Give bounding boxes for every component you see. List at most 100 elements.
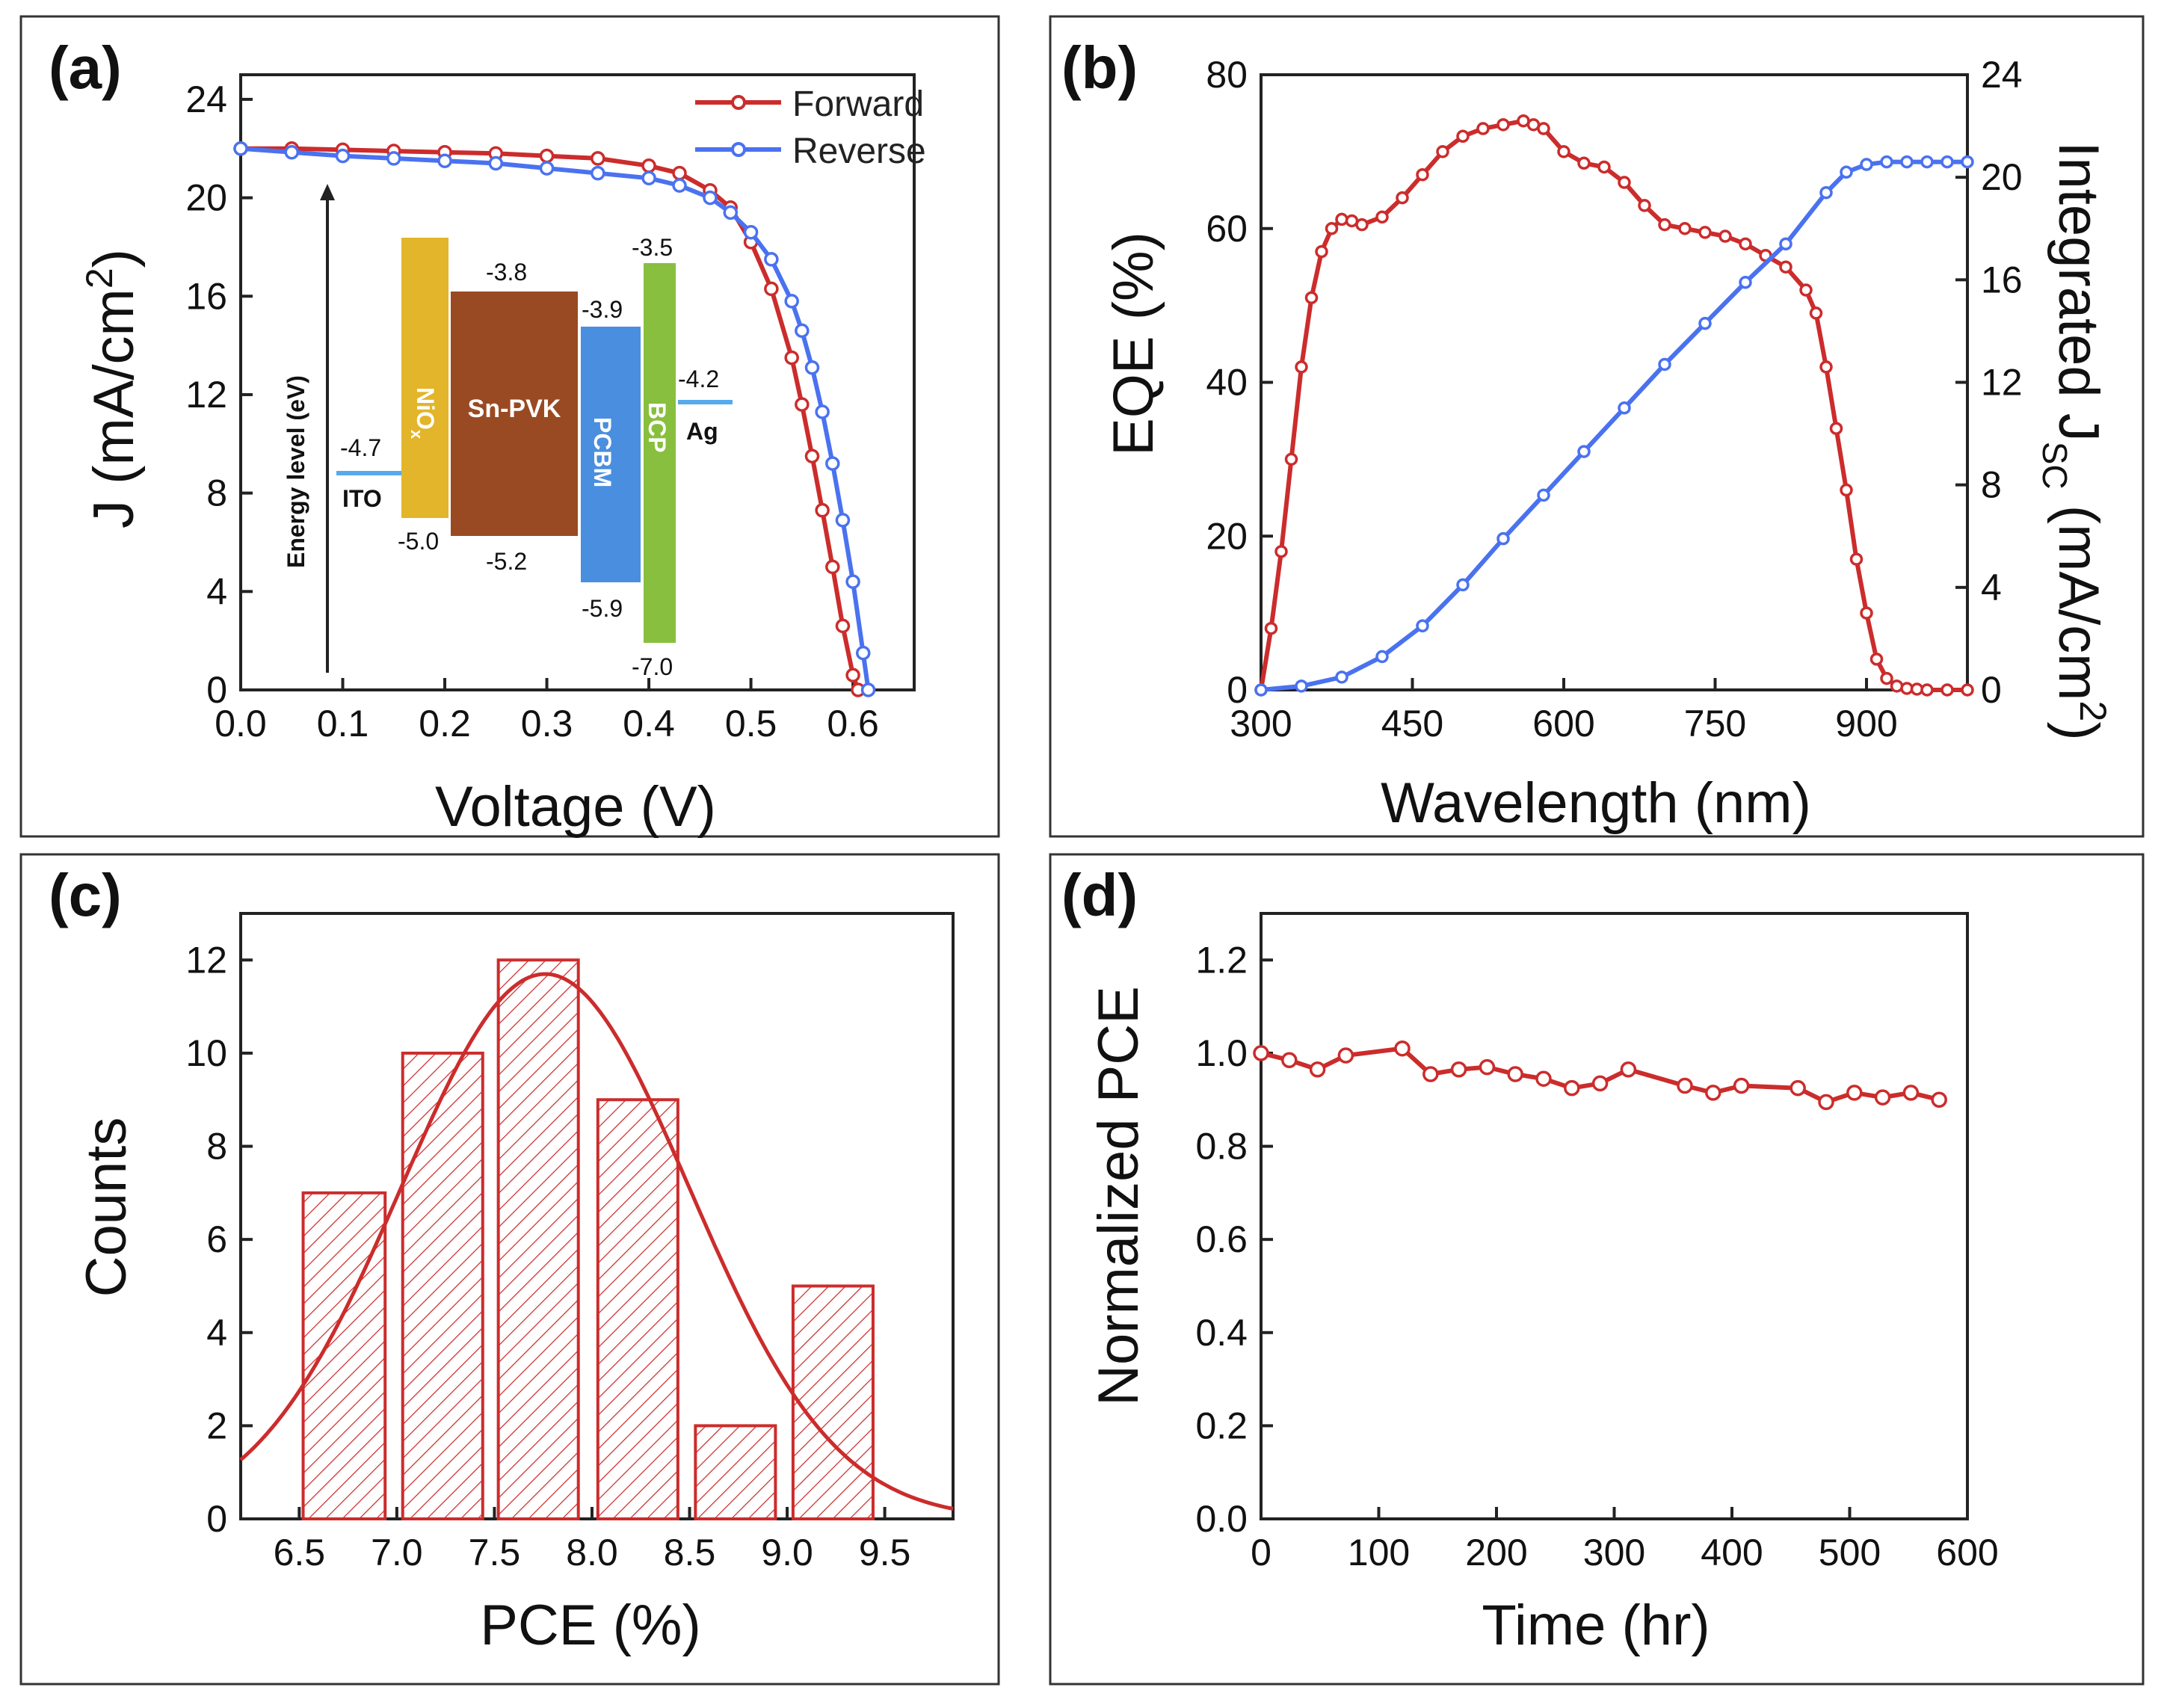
x-tick-label: 9.0 xyxy=(761,1532,813,1573)
panel-b-y-title: EQE (%) xyxy=(1102,232,1165,456)
eqe-point xyxy=(1840,483,1853,497)
forward-point xyxy=(764,281,779,297)
eqe-point xyxy=(1819,360,1833,374)
eqe-point xyxy=(1860,606,1873,620)
panel-a-x-title: Voltage (V) xyxy=(435,775,716,839)
eqe-point xyxy=(1416,167,1429,182)
y-tick-label: 40 xyxy=(1206,362,1248,404)
legend-reverse-label: Reverse xyxy=(792,132,926,171)
y-tick-label: 8 xyxy=(206,472,227,514)
eqe-point xyxy=(1355,218,1369,232)
histogram-bar xyxy=(596,1098,679,1520)
panel-d-stability: (d) 0 100 200 300 400 500 600 0.0 0.2 0.4 0.6 0.8 1.… xyxy=(1049,853,2145,1686)
x-tick-label: 0 xyxy=(1251,1532,1271,1573)
integrated-jsc-point xyxy=(1335,670,1348,684)
y-tick-label: 4 xyxy=(206,570,227,612)
legend-forward-marker xyxy=(731,95,746,110)
normalized-pce-point xyxy=(1846,1085,1863,1101)
panel-d-y-title: Normalized PCE xyxy=(1087,986,1150,1406)
panel-d-border xyxy=(1049,853,2145,1686)
gaussian-fit-curve xyxy=(239,972,954,1511)
forward-point xyxy=(795,397,810,412)
integrated-jsc-point xyxy=(1254,683,1268,697)
ag-level-value: -4.2 xyxy=(678,366,719,392)
integrated-jsc-point xyxy=(1900,155,1914,169)
y-right-tick-label: 4 xyxy=(1981,567,2002,608)
niox-label: NiOx xyxy=(407,387,439,440)
eqe-point xyxy=(1476,122,1490,135)
eqe-point xyxy=(1315,244,1328,259)
x-tick-label: 400 xyxy=(1701,1532,1763,1573)
panel-d-plot: 0 100 200 300 400 500 600 0.0 0.2 0.4 0.6 0.8 1.0 1.2 xyxy=(1195,912,1999,1573)
reverse-point xyxy=(743,224,759,240)
normalized-pce-point xyxy=(1733,1077,1750,1094)
normalized-pce-point xyxy=(1450,1061,1467,1078)
eqe-point xyxy=(1678,222,1692,235)
panel-c-border xyxy=(19,853,1000,1686)
normalized-pce-line xyxy=(1260,1046,1940,1105)
eqe-point xyxy=(1829,422,1843,435)
energy-axis-label: Energy level (eV) xyxy=(283,375,309,568)
panel-c-histogram: (c) 6.5 7.0 7.5 8.0 8.5 9.0 9.5 0 2 4 6 8 10 12 PCE (… xyxy=(19,853,1000,1686)
panel-a-plot: 0.0 0.1 0.2 0.3 0.4 0.5 0.6 0 4 8 12 16 20 24 xyxy=(185,73,916,744)
integrated-jsc-point xyxy=(1840,165,1853,179)
normalized-pce-point xyxy=(1874,1089,1891,1106)
eqe-point xyxy=(1890,679,1904,693)
y-tick-label: 80 xyxy=(1206,54,1248,96)
panel-d-label: (d) xyxy=(1061,862,1138,928)
y-tick-label: 2 xyxy=(206,1405,227,1446)
eqe-point xyxy=(1295,360,1308,374)
eqe-point xyxy=(1658,218,1671,232)
y-tick-label: 0.2 xyxy=(1195,1405,1248,1446)
x-tick-label: 0.3 xyxy=(521,703,573,744)
eqe-point xyxy=(1456,129,1470,144)
forward-point xyxy=(804,448,820,464)
niox-block xyxy=(401,238,448,518)
y-right-tick-label: 24 xyxy=(1981,54,2023,96)
bcp-bottom-value: -7.0 xyxy=(632,653,673,680)
integrated-jsc-line xyxy=(1260,159,1967,692)
ag-label: Ag xyxy=(686,418,718,445)
ito-label: ITO xyxy=(342,485,382,512)
integrated-jsc-point xyxy=(1739,276,1752,289)
normalized-pce-point xyxy=(1337,1047,1354,1064)
y-tick-label: 0.4 xyxy=(1195,1312,1248,1354)
forward-point xyxy=(539,148,555,164)
x-tick-label: 0.1 xyxy=(317,703,369,744)
x-tick-label: 0.6 xyxy=(827,703,879,744)
pcbm-label: PCBM xyxy=(589,417,616,487)
reverse-point xyxy=(641,170,656,186)
sn-pvk-top-value: -3.8 xyxy=(486,259,527,286)
eqe-point xyxy=(1718,229,1732,243)
normalized-pce-point xyxy=(1705,1085,1721,1101)
integrated-jsc-point xyxy=(1819,185,1833,200)
y-tick-label: 60 xyxy=(1206,208,1248,250)
y-tick-label: 10 xyxy=(185,1032,227,1074)
x-tick-label: 6.5 xyxy=(274,1532,326,1573)
x-tick-label: 450 xyxy=(1381,703,1443,744)
eqe-point xyxy=(1537,122,1550,135)
panel-a-jv-curve: (a) 0.0 0.1 0.2 0.3 0.4 0.5 0.6 0 4 8 12 16 20 24 For… xyxy=(19,15,1000,839)
plot-frame xyxy=(1260,912,1969,1520)
reverse-point xyxy=(488,155,504,171)
y-tick-label: 0 xyxy=(1227,669,1248,711)
y-tick-label: 20 xyxy=(1206,515,1248,557)
eqe-point xyxy=(1577,156,1591,170)
x-tick-label: 100 xyxy=(1348,1532,1410,1573)
y-right-tick-label: 20 xyxy=(1981,156,2023,198)
y-tick-label: 0 xyxy=(206,669,227,711)
y-tick-label: 16 xyxy=(185,275,227,317)
reverse-point xyxy=(815,404,830,419)
forward-point xyxy=(825,559,840,575)
eqe-point xyxy=(1849,552,1864,566)
reverse-point xyxy=(703,190,718,206)
reverse-point xyxy=(860,682,876,697)
x-tick-label: 9.5 xyxy=(859,1532,911,1573)
panel-b-plot: 300 450 600 750 900 0 20 40 60 80 0 4 8 12 16 20 24 xyxy=(1206,54,2022,744)
histogram-bar xyxy=(301,1191,387,1521)
x-tick-label: 7.5 xyxy=(469,1532,521,1573)
panel-d-x-title: Time (hr) xyxy=(1482,1594,1710,1657)
eqe-point xyxy=(1436,145,1449,158)
y-tick-label: 24 xyxy=(185,78,227,120)
